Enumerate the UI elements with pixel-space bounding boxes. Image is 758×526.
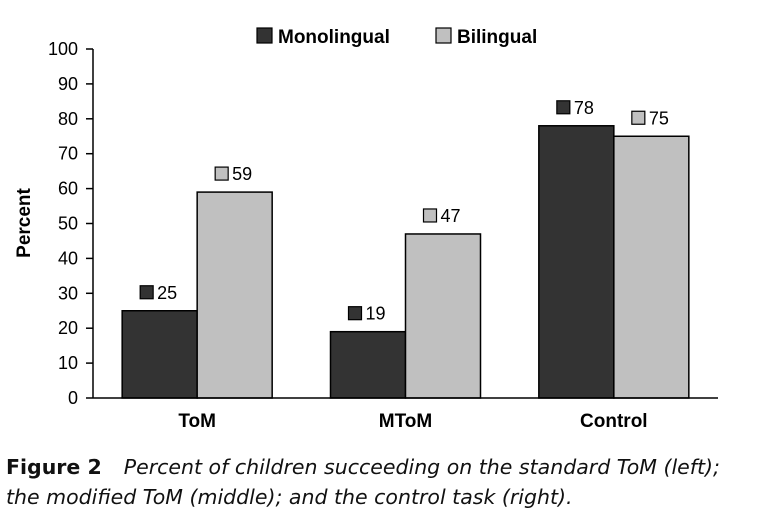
legend: Monolingual Bilingual xyxy=(256,27,537,48)
y-axis-ticks: 0 10 20 30 40 50 60 70 80 90 100 xyxy=(48,39,93,408)
data-label-key xyxy=(347,306,363,321)
bars xyxy=(121,125,690,399)
figure-caption-text: Percent of children succeeding on the st… xyxy=(6,455,720,509)
legend-swatch xyxy=(256,27,273,44)
bar-monolingual-control xyxy=(538,125,615,399)
y-tick-label: 50 xyxy=(58,214,78,234)
x-tick-label: MToM xyxy=(379,411,432,432)
y-tick-label: 100 xyxy=(48,39,78,59)
data-label: 19 xyxy=(366,304,386,324)
legend-label: Bilingual xyxy=(457,27,537,48)
y-tick-label: 60 xyxy=(58,179,78,199)
data-label-key xyxy=(422,208,438,223)
data-label-key xyxy=(139,285,154,300)
data-label: 78 xyxy=(574,98,594,118)
y-tick-label: 40 xyxy=(58,248,78,268)
data-label-key xyxy=(631,110,646,125)
bar-monolingual-tom xyxy=(121,310,198,399)
data-labels: 25 59 19 47 78 75 xyxy=(139,98,669,324)
y-tick-label: 0 xyxy=(68,388,78,408)
data-label-key xyxy=(214,166,229,181)
y-tick-label: 90 xyxy=(58,74,78,94)
data-label: 47 xyxy=(441,206,461,226)
data-label: 59 xyxy=(232,164,252,184)
legend-label: Monolingual xyxy=(278,27,390,48)
x-tick-label: ToM xyxy=(178,411,216,432)
y-tick-label: 30 xyxy=(58,283,78,303)
y-tick-label: 10 xyxy=(58,353,78,373)
x-axis-ticks: ToM MToM Control xyxy=(178,411,647,432)
y-tick-label: 80 xyxy=(58,109,78,129)
data-label: 75 xyxy=(649,108,669,128)
y-tick-label: 70 xyxy=(58,144,78,164)
bar-chart: Monolingual Bilingual Percent 0 10 20 30 40 50… xyxy=(14,27,718,432)
figure-caption: Figure 2 Percent of children succeeding o… xyxy=(6,452,754,512)
figure-label: Figure 2 xyxy=(6,455,102,479)
y-axis-label: Percent xyxy=(14,187,35,257)
legend-swatch xyxy=(435,27,452,44)
bar-monolingual-mtom xyxy=(329,330,407,399)
bar-bilingual-tom xyxy=(196,191,273,399)
y-tick-label: 20 xyxy=(58,318,78,338)
data-label: 25 xyxy=(157,283,177,303)
data-label-key xyxy=(556,100,571,115)
bar-bilingual-mtom xyxy=(404,233,482,399)
x-tick-label: Control xyxy=(580,411,648,432)
bar-bilingual-control xyxy=(613,135,690,399)
